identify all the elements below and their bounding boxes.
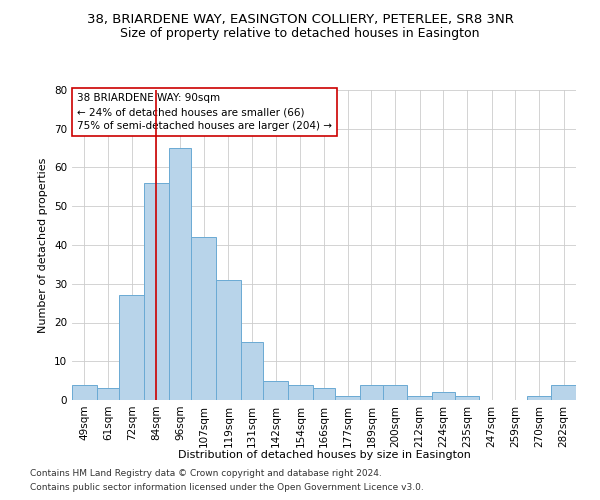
Bar [191,238,216,400]
Bar [313,388,335,400]
Bar [551,384,576,400]
Bar [169,148,191,400]
Bar [455,396,479,400]
Text: Distribution of detached houses by size in Easington: Distribution of detached houses by size … [178,450,470,460]
Bar [432,392,455,400]
Text: 38 BRIARDENE WAY: 90sqm
← 24% of detached houses are smaller (66)
75% of semi-de: 38 BRIARDENE WAY: 90sqm ← 24% of detache… [77,93,332,131]
Text: Size of property relative to detached houses in Easington: Size of property relative to detached ho… [120,28,480,40]
Text: 38, BRIARDENE WAY, EASINGTON COLLIERY, PETERLEE, SR8 3NR: 38, BRIARDENE WAY, EASINGTON COLLIERY, P… [86,12,514,26]
Bar [288,384,313,400]
Bar [72,384,97,400]
Bar [119,296,144,400]
Bar [407,396,432,400]
Bar [97,388,119,400]
Y-axis label: Number of detached properties: Number of detached properties [38,158,49,332]
Text: Contains HM Land Registry data © Crown copyright and database right 2024.: Contains HM Land Registry data © Crown c… [30,468,382,477]
Bar [335,396,360,400]
Bar [216,280,241,400]
Text: Contains public sector information licensed under the Open Government Licence v3: Contains public sector information licen… [30,484,424,492]
Bar [360,384,383,400]
Bar [527,396,551,400]
Bar [241,342,263,400]
Bar [263,380,288,400]
Bar [144,183,169,400]
Bar [383,384,407,400]
